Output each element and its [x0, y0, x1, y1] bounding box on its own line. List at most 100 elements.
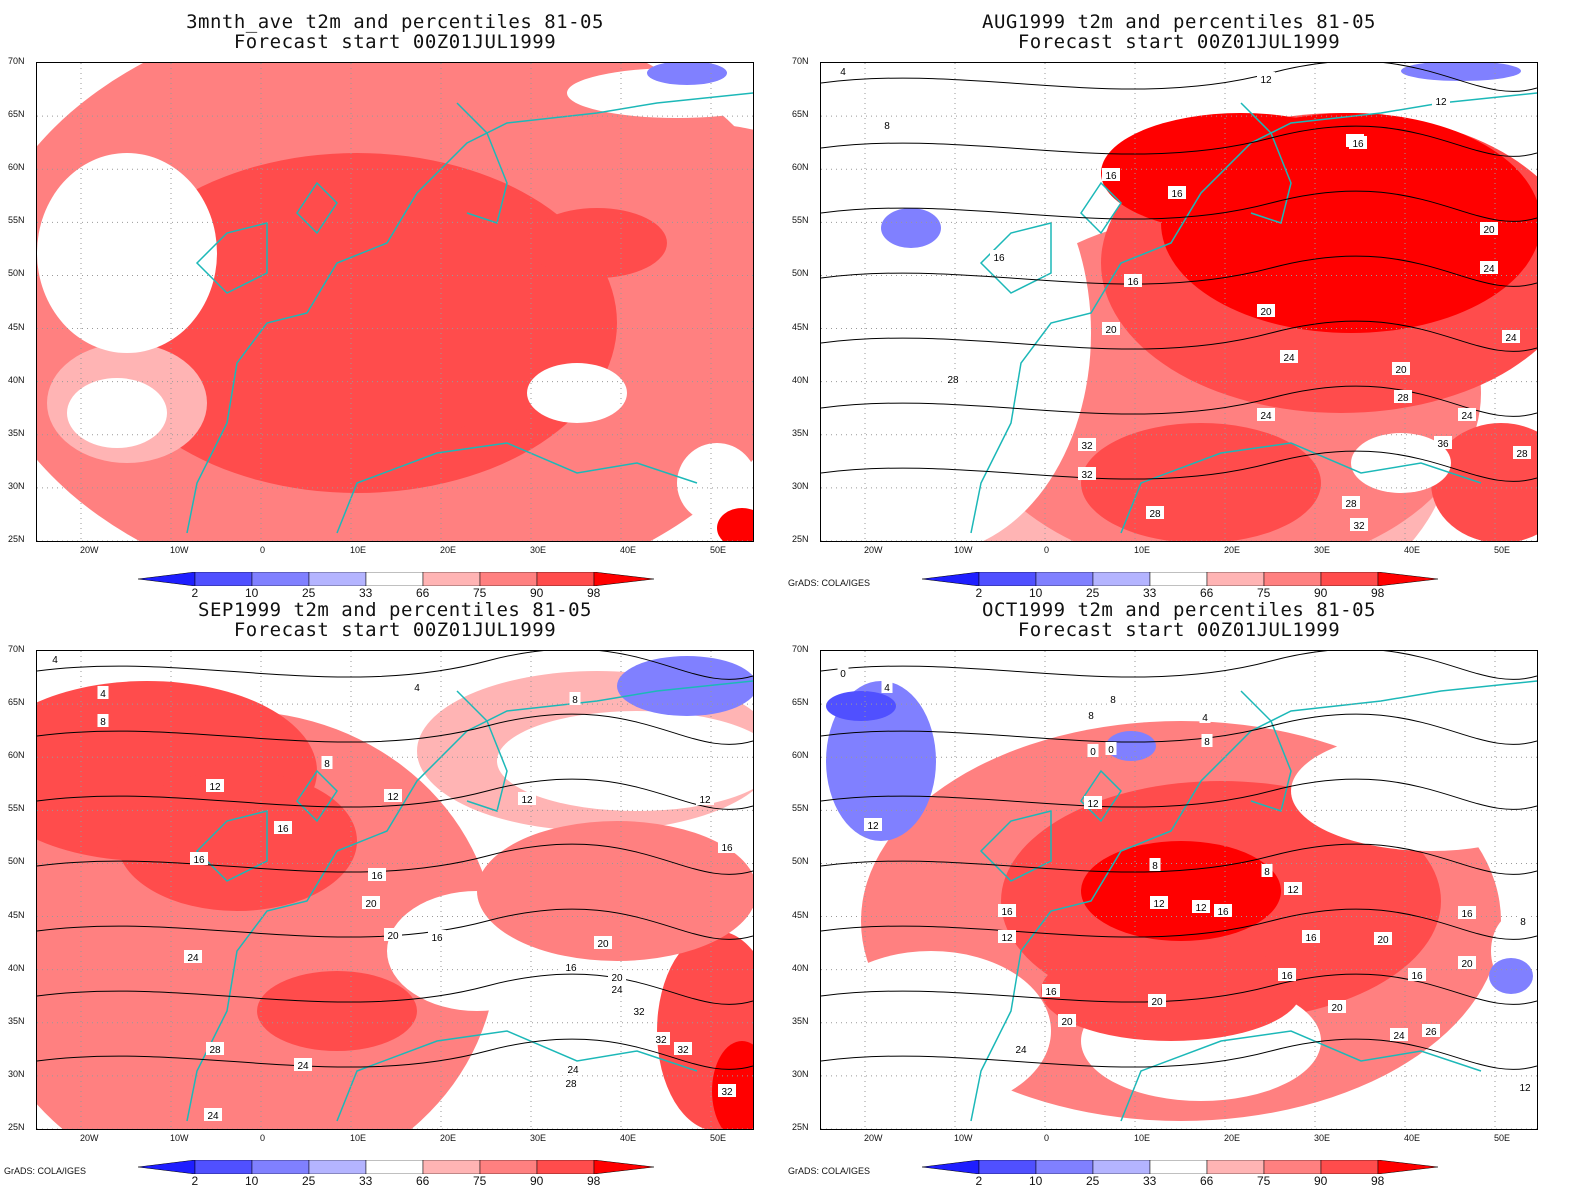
colorbar-label: 10	[245, 586, 259, 600]
svg-text:24: 24	[297, 1061, 309, 1072]
svg-text:0: 0	[1090, 747, 1096, 758]
isotherm-line	[37, 908, 753, 940]
latitude-label: 25N	[8, 534, 25, 544]
longitude-label: 40E	[1404, 545, 1421, 555]
contour-label: 28	[944, 372, 962, 386]
panel-title-line1: SEP1999 t2m and percentiles 81-05	[198, 599, 592, 621]
shaded-region	[477, 821, 753, 961]
contour-label: 12	[998, 930, 1016, 944]
contour-label: 16	[1124, 274, 1142, 288]
svg-text:12: 12	[387, 792, 399, 803]
contour-label: 24	[204, 1108, 222, 1122]
latitude-label: 30N	[792, 1068, 809, 1079]
contour-label: 8	[1107, 692, 1119, 706]
contour-label: 16	[428, 930, 446, 944]
contour-label: 20	[1392, 362, 1410, 376]
colorbar-label: 25	[1086, 586, 1100, 600]
colorbar	[922, 572, 1438, 586]
latitude-label: 55N	[792, 803, 809, 814]
contour-label: 24	[608, 982, 626, 996]
latitude-label: 35N	[8, 427, 25, 438]
svg-text:20: 20	[1260, 307, 1272, 318]
shaded-region	[287, 178, 367, 268]
svg-text:28: 28	[1397, 393, 1409, 404]
latitude-label: 60N	[8, 750, 25, 761]
contour-label: 16	[274, 821, 292, 835]
colorbar-label: 98	[587, 1174, 601, 1188]
latitude-label: 40N	[792, 374, 809, 385]
svg-text:16: 16	[371, 871, 383, 882]
svg-text:8: 8	[100, 717, 106, 728]
svg-text:8: 8	[1088, 711, 1094, 722]
contour-label: 20	[1102, 322, 1120, 336]
contour-label: 24	[1280, 350, 1298, 364]
svg-text:12: 12	[1087, 799, 1099, 810]
svg-text:4: 4	[52, 655, 58, 666]
latitude-label: 65N	[792, 109, 809, 120]
grads-credit: GrADS: COLA/IGES	[4, 1166, 87, 1176]
longitude-label: 40E	[620, 545, 637, 555]
isotherm-line	[821, 973, 1537, 1005]
coastline	[970, 680, 1537, 1122]
svg-text:24: 24	[611, 985, 623, 996]
svg-text:28: 28	[1149, 509, 1161, 520]
contour-label: 8	[569, 692, 581, 706]
longitude-label: 50E	[1494, 1133, 1511, 1143]
svg-text:12: 12	[1195, 903, 1207, 914]
contour-label: 28	[1513, 446, 1531, 460]
contour-label: 20	[1480, 222, 1498, 236]
shaded-region	[37, 153, 217, 353]
svg-text:20: 20	[611, 973, 623, 984]
longitude-label: 30E	[1314, 1133, 1331, 1143]
contour-label: 32	[1078, 467, 1096, 481]
colorbar-label: 33	[1143, 1174, 1157, 1188]
contour-label: 20	[384, 928, 402, 942]
latitude-label: 70N	[8, 56, 25, 66]
svg-text:20: 20	[1105, 325, 1117, 336]
svg-text:4: 4	[414, 683, 420, 694]
contour-label: 16	[1349, 136, 1367, 150]
latitude-label: 60N	[792, 162, 809, 173]
svg-text:12: 12	[1260, 75, 1272, 86]
shaded-region	[67, 378, 167, 448]
isotherm-line	[37, 843, 753, 875]
panel-aug1999: AUG1999 t2m and percentiles 81-05 Foreca…	[784, 0, 1574, 600]
svg-text:26: 26	[1425, 1027, 1437, 1038]
latitude-label: 60N	[792, 750, 809, 761]
contour-label: 28	[206, 1042, 224, 1056]
grads-credit: GrADS: COLA/IGES	[788, 1166, 871, 1176]
longitude-label: 30E	[1314, 545, 1331, 555]
contour-label: 26	[1422, 1024, 1440, 1038]
svg-text:24: 24	[567, 1065, 579, 1076]
longitude-label: 20W	[80, 545, 99, 555]
svg-text:24: 24	[1483, 264, 1495, 275]
svg-text:20: 20	[1395, 365, 1407, 376]
contour-label: 24	[184, 950, 202, 964]
isotherm-line	[821, 1038, 1537, 1070]
contour-label: 4	[97, 686, 109, 700]
isotherm-line	[37, 778, 753, 810]
contour-label: 28	[1146, 506, 1164, 520]
longitude-label: 50E	[1494, 545, 1511, 555]
contour-label: 16	[190, 852, 208, 866]
colorbar-label: 75	[1257, 586, 1271, 600]
shaded-region	[717, 508, 753, 541]
contour-label: 20	[1458, 956, 1476, 970]
contour-label: 20	[362, 896, 380, 910]
svg-text:24: 24	[1393, 1031, 1405, 1042]
shaded-region	[97, 153, 617, 493]
longitude-label: 50E	[710, 1133, 727, 1143]
longitude-label: 10E	[350, 545, 367, 555]
colorbar-label: 66	[1200, 586, 1214, 600]
latitude-label: 65N	[8, 697, 25, 708]
contour-label: 32	[630, 1004, 648, 1018]
svg-text:32: 32	[655, 1035, 667, 1046]
contour-label: 16	[718, 840, 736, 854]
longitude-label: 20W	[864, 545, 883, 555]
contour-label: 20	[1257, 304, 1275, 318]
contour-label: 20	[594, 936, 612, 950]
latitude-label: 45N	[8, 909, 25, 920]
longitude-label: 10W	[170, 1133, 189, 1143]
contour-label: 8	[1261, 864, 1273, 878]
latitude-label: 35N	[792, 1015, 809, 1026]
